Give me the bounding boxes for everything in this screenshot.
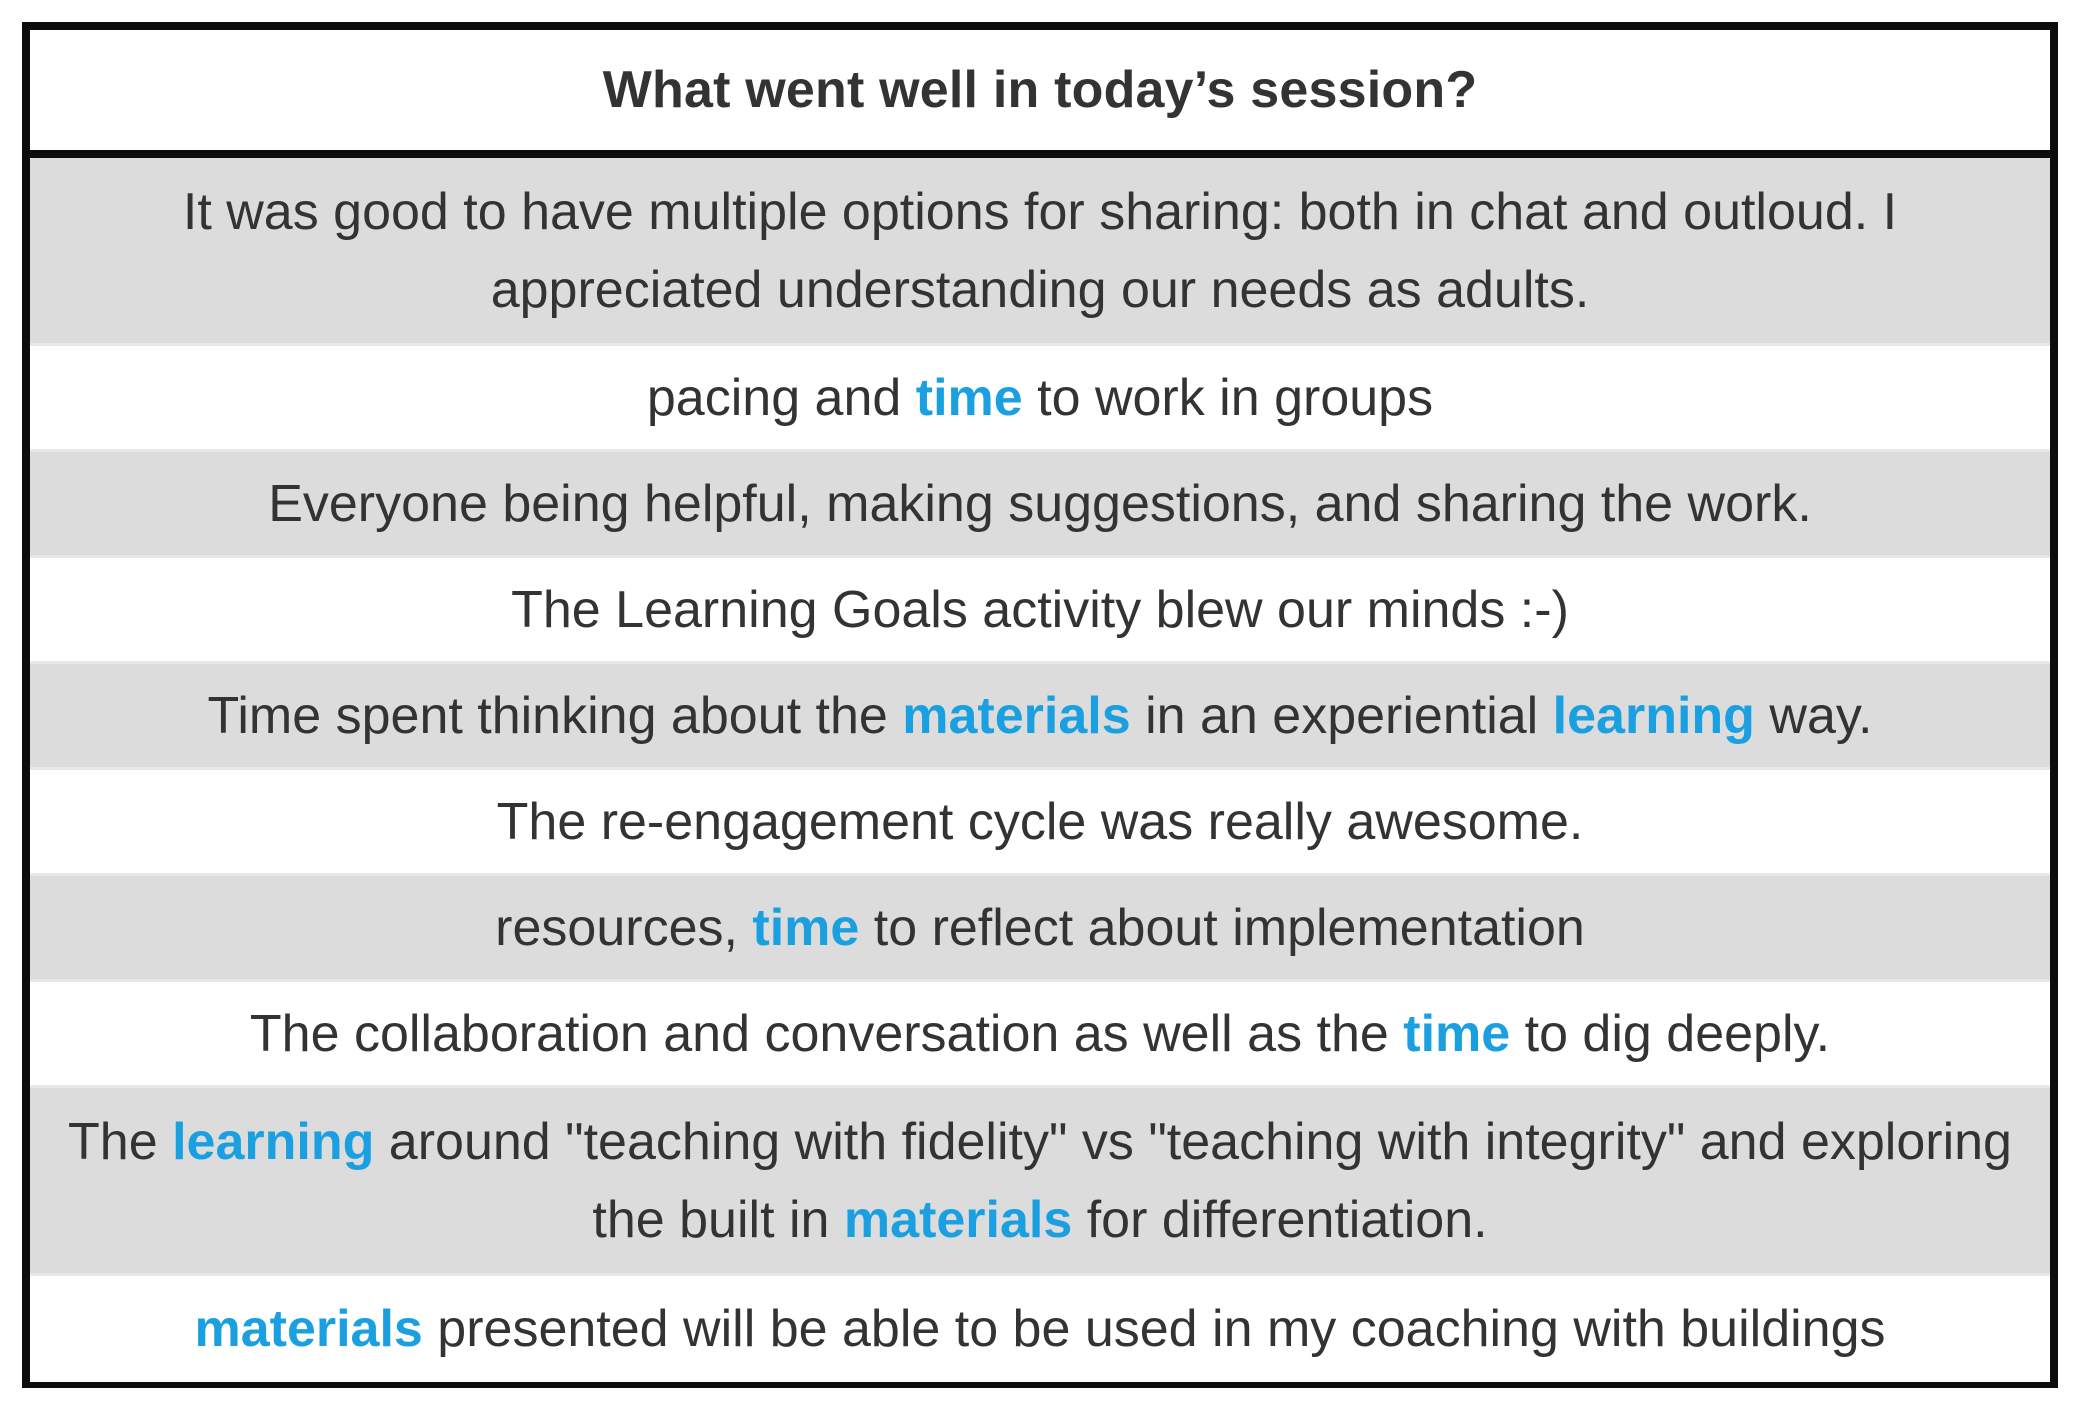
feedback-table: What went well in today’s session? It wa… bbox=[22, 22, 2058, 1388]
response-text: It was good to have multiple options for… bbox=[44, 173, 2036, 329]
response-row: Time spent thinking about the materials … bbox=[30, 664, 2050, 770]
highlighted-keyword: time bbox=[915, 368, 1023, 427]
response-text: pacing and time to work in groups bbox=[647, 359, 1433, 437]
response-segment: to dig deeply. bbox=[1510, 1004, 1831, 1063]
response-segment: Everyone being helpful, making suggestio… bbox=[268, 474, 1812, 533]
response-segment: The collaboration and conversation as we… bbox=[249, 1004, 1404, 1063]
response-text: The collaboration and conversation as we… bbox=[250, 995, 1830, 1073]
response-segment: presented will be able to be used in my … bbox=[422, 1300, 1886, 1358]
table-title: What went well in today’s session? bbox=[602, 61, 1478, 119]
response-row: The re-engagement cycle was really aweso… bbox=[30, 770, 2050, 876]
response-list: It was good to have multiple options for… bbox=[30, 158, 2050, 1382]
highlighted-keyword: learning bbox=[1552, 686, 1755, 745]
response-segment: It was good to have multiple options for… bbox=[182, 182, 1898, 319]
response-row: The learning around "teaching with fidel… bbox=[30, 1088, 2050, 1276]
highlighted-keyword: time bbox=[1403, 1004, 1511, 1063]
response-text: materials presented will be able to be u… bbox=[194, 1290, 1885, 1368]
response-text: The re-engagement cycle was really aweso… bbox=[497, 783, 1584, 861]
response-segment: way. bbox=[1754, 686, 1873, 745]
response-row: The collaboration and conversation as we… bbox=[30, 982, 2050, 1088]
response-segment: to reflect about implementation bbox=[859, 898, 1585, 957]
highlighted-keyword: time bbox=[752, 898, 860, 957]
response-segment: The Learning Goals activity blew our min… bbox=[511, 580, 1569, 639]
response-text: Everyone being helpful, making suggestio… bbox=[268, 465, 1812, 543]
response-segment: resources, bbox=[495, 898, 753, 957]
response-row: Everyone being helpful, making suggestio… bbox=[30, 452, 2050, 558]
response-segment: to work in groups bbox=[1022, 368, 1434, 427]
highlighted-keyword: materials bbox=[843, 1190, 1073, 1249]
highlighted-keyword: learning bbox=[172, 1112, 375, 1171]
response-segment: for differentiation. bbox=[1072, 1190, 1488, 1249]
response-text: The learning around "teaching with fidel… bbox=[44, 1103, 2036, 1259]
response-text: The Learning Goals activity blew our min… bbox=[511, 571, 1569, 649]
response-row: It was good to have multiple options for… bbox=[30, 158, 2050, 346]
highlighted-keyword: materials bbox=[194, 1300, 423, 1358]
response-row: pacing and time to work in groups bbox=[30, 346, 2050, 452]
response-row: materials presented will be able to be u… bbox=[30, 1276, 2050, 1382]
response-row: resources, time to reflect about impleme… bbox=[30, 876, 2050, 982]
response-row: The Learning Goals activity blew our min… bbox=[30, 558, 2050, 664]
response-text: resources, time to reflect about impleme… bbox=[495, 889, 1585, 967]
response-segment: in an experiential bbox=[1130, 686, 1553, 745]
response-segment: Time spent thinking about the bbox=[207, 686, 903, 745]
response-segment: The re-engagement cycle was really aweso… bbox=[496, 792, 1584, 851]
response-segment: The bbox=[68, 1112, 173, 1171]
table-header: What went well in today’s session? bbox=[30, 30, 2050, 158]
response-text: Time spent thinking about the materials … bbox=[208, 677, 1873, 755]
response-segment: around "teaching with fidelity" vs "teac… bbox=[374, 1112, 2012, 1249]
highlighted-keyword: materials bbox=[902, 686, 1131, 745]
response-segment: pacing and bbox=[646, 368, 916, 427]
